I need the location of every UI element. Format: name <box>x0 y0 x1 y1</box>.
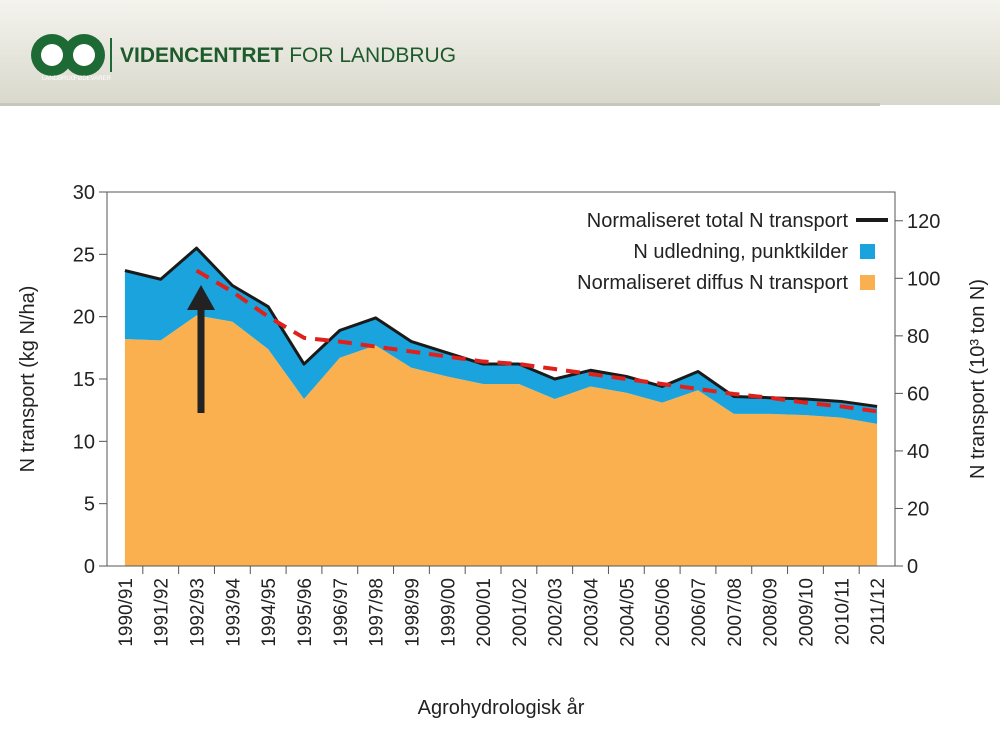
y2-tick-label: 60 <box>907 383 929 405</box>
y2-tick-label: 80 <box>907 326 929 348</box>
x-tick-label: 1993/94 <box>223 578 244 647</box>
y-axis-label: N transport (kg N/ha) <box>17 286 39 473</box>
y2-tick-label: 0 <box>907 556 918 578</box>
x-tick-label: 1994/95 <box>259 578 280 647</box>
y-tick-label: 5 <box>84 494 95 516</box>
area <box>124 315 878 566</box>
x-axis-label: Agrohydrologisk år <box>418 697 585 719</box>
x-tick-label: 2004/05 <box>617 578 638 647</box>
y-tick-label: 30 <box>73 182 95 204</box>
x-tick-label: 2003/04 <box>582 578 603 647</box>
legend-swatch <box>860 275 875 290</box>
x-tick-label: 2002/03 <box>546 578 567 647</box>
legend-swatch <box>860 244 875 259</box>
x-tick-label: 1996/97 <box>331 578 352 647</box>
x-tick-label: 2010/11 <box>832 578 853 645</box>
legend-label: Normaliseret diffus N transport <box>577 272 848 294</box>
y2-tick-label: 20 <box>907 498 929 520</box>
x-tick-label: 1999/00 <box>438 578 459 647</box>
arrow <box>187 285 215 413</box>
brand-bold: VIDENCENTRET <box>120 44 284 67</box>
brand-rest: FOR LANDBRUG <box>289 44 456 67</box>
header-shadow <box>0 103 880 106</box>
x-tick-label: 2001/02 <box>510 578 531 647</box>
y2-tick-label: 40 <box>907 441 929 463</box>
x-tick-label: 2007/08 <box>725 578 746 647</box>
logo-text: LANDBRUG <box>42 76 76 82</box>
chart: 0 5 10 15 20 25 30 0 20 40 60 80 100 120 1990/91 1991/9… <box>17 182 989 719</box>
x-tick-label: 2011/12 <box>868 578 889 645</box>
y-tick-label: 0 <box>84 556 95 578</box>
y2-tick-label: 120 <box>907 211 940 233</box>
area <box>124 248 878 424</box>
logo: LANDBRUG FØDEVARER <box>31 34 112 82</box>
x-tick-label: 1991/92 <box>152 578 173 647</box>
y-tick-label: 10 <box>73 431 95 453</box>
x-tick-label: 2005/06 <box>653 578 674 647</box>
logo-text: FØDEVARER <box>74 76 112 82</box>
y2-axis-label: N transport (10³ ton N) <box>967 279 989 479</box>
x-tick-label: 2006/07 <box>689 578 710 647</box>
legend-label: Normaliseret total N transport <box>587 210 849 232</box>
brand: VIDENCENTRET FOR LANDBRUG <box>120 44 456 67</box>
x-tick-label: 2008/09 <box>761 578 782 647</box>
y-tick-label: 15 <box>73 369 95 391</box>
x-tick-label: 1992/93 <box>188 578 209 647</box>
x-tick-label: 1995/96 <box>295 578 316 647</box>
x-tick-label: 1997/98 <box>367 578 388 647</box>
x-tick-label: 2000/01 <box>474 578 495 647</box>
y2-tick-label: 100 <box>907 268 940 290</box>
legend-label: N udledning, punktkilder <box>633 241 848 263</box>
header-band <box>0 0 1000 105</box>
x-tick-label: 2009/10 <box>796 578 817 647</box>
y-tick-label: 25 <box>73 244 95 266</box>
y-tick-label: 20 <box>73 307 95 329</box>
x-tick-label: 1990/91 <box>116 578 137 647</box>
x-tick-label: 1998/99 <box>402 578 423 647</box>
